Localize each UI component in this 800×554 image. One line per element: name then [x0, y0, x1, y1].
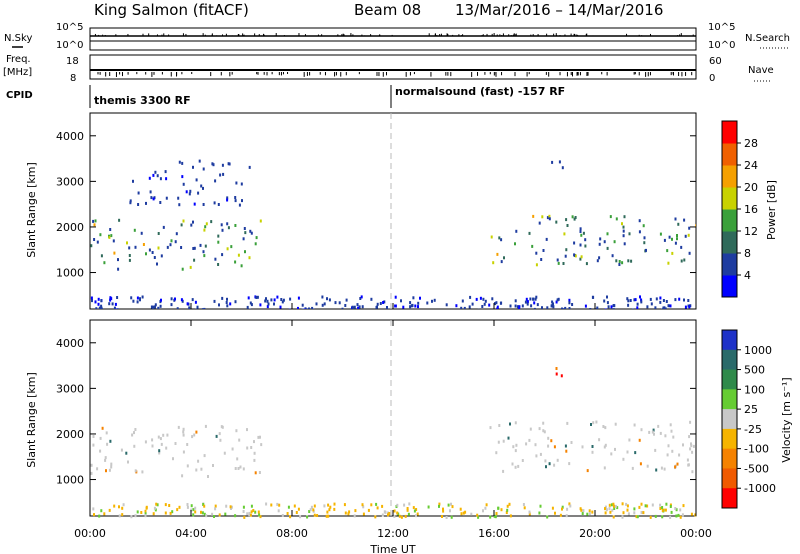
velocity-xtick-5: 20:00	[579, 527, 611, 540]
velocity-colorbar-tick-5: -100	[744, 443, 769, 456]
power-colorbar-swatch-3	[722, 209, 737, 232]
velocity-colorbar-swatch-4	[722, 409, 737, 430]
power-colorbar-swatch-4	[722, 187, 737, 210]
velocity-colorbar-tick-6: -500	[744, 462, 769, 475]
velocity-ytick-1: 2000	[56, 428, 84, 441]
power-colorbar-tick-6: 28	[744, 137, 758, 150]
velocity-colorbar-swatch-2	[722, 369, 737, 390]
velocity-colorbar-tick-4: -25	[744, 423, 762, 436]
velocity-colorbar-tick-0: 1000	[744, 344, 772, 357]
velocity-ytick-3: 4000	[56, 337, 84, 350]
nsky-tick-bottom: 10^0	[56, 40, 83, 51]
velocity-colorbar: 1000 500 100 25 -25 -100 -500 -1000	[721, 329, 776, 509]
velocity-colorbar-tick-2: 100	[744, 383, 765, 396]
velocity-xtick-0: 00:00	[74, 527, 106, 540]
power-colorbar-swatch-5	[722, 165, 737, 188]
power-colorbar-tick-2: 12	[744, 225, 758, 238]
power-colorbar-swatch-6	[722, 143, 737, 166]
nsky-panel	[89, 27, 697, 51]
velocity-colorbar-tick-3: 25	[744, 403, 758, 416]
power-ytick-3: 4000	[56, 130, 84, 143]
nave-tick-bottom: 0	[709, 73, 715, 84]
freq-panel	[89, 54, 697, 80]
velocity-colorbar-swatch-6	[722, 448, 737, 469]
freq-tick-top: 18	[66, 56, 79, 67]
beam-title: Beam 08	[354, 1, 421, 19]
cpid-label: CPID	[6, 90, 33, 101]
nsearch-tick-bottom: 10^0	[708, 40, 735, 51]
velocity-xtick-1: 04:00	[175, 527, 207, 540]
power-ytick-0: 1000	[56, 267, 84, 280]
velocity-panel: 1000 2000 3000 4000 00:00 04:00 08:00 12:00 16:…	[56, 319, 712, 540]
power-panel: 1000 2000 3000 4000	[56, 112, 697, 310]
velocity-xlabel: Time UT	[369, 543, 415, 554]
velocity-colorbar-tick-7: -1000	[744, 482, 776, 495]
cpid-segment-2: normalsound (fast) -157 RF	[395, 85, 565, 98]
velocity-ytick-2: 3000	[56, 382, 84, 395]
power-colorbar-label: Power [dB]	[765, 180, 778, 240]
velocity-colorbar-swatch-0	[722, 330, 737, 351]
nsky-tick-top: 10^5	[56, 22, 83, 33]
velocity-colorbar-swatch-7	[722, 468, 737, 489]
power-ytick-2: 3000	[56, 175, 84, 188]
freq-unit: [MHz]	[3, 67, 32, 78]
velocity-colorbar-label: Velocity [m s⁻¹]	[780, 377, 793, 462]
power-colorbar-tick-1: 8	[744, 247, 751, 260]
power-colorbar-tick-0: 4	[744, 269, 751, 282]
power-colorbar: 4 8 12 16 20 24 28	[721, 120, 758, 298]
nsearch-label: N.Search	[745, 33, 790, 44]
station-title: King Salmon (fitACF)	[94, 1, 249, 19]
velocity-colorbar-swatch-1	[722, 349, 737, 371]
nave-tick-top: 60	[709, 56, 722, 67]
velocity-xtick-3: 12:00	[377, 527, 409, 540]
velocity-ylabel: Slant Range [km]	[25, 372, 38, 468]
freq-tick-bottom: 8	[70, 73, 76, 84]
nsearch-tick-top: 10^5	[708, 22, 735, 33]
power-colorbar-swatch-7	[722, 121, 737, 144]
power-colorbar-tick-5: 24	[744, 159, 758, 172]
freq-label: Freq.	[6, 54, 31, 65]
cpid-segment-1: themis 3300 RF	[94, 94, 191, 107]
power-colorbar-tick-4: 20	[744, 181, 758, 194]
velocity-xtick-2: 08:00	[276, 527, 308, 540]
nave-label: Nave	[748, 65, 774, 76]
velocity-colorbar-swatch-8	[722, 488, 737, 509]
power-ylabel: Slant Range [km]	[25, 162, 38, 258]
date-range-title: 13/Mar/2016 – 14/Mar/2016	[455, 1, 663, 19]
power-colorbar-tick-3: 16	[744, 203, 758, 216]
power-ytick-1: 2000	[56, 221, 84, 234]
velocity-xtick-6: 00:00	[680, 527, 712, 540]
velocity-colorbar-swatch-5	[722, 428, 737, 450]
velocity-xtick-4: 16:00	[478, 527, 510, 540]
velocity-colorbar-swatch-3	[722, 389, 737, 410]
power-colorbar-swatch-0	[722, 275, 737, 298]
velocity-colorbar-tick-1: 500	[744, 364, 765, 377]
nsky-label: N.Sky	[4, 33, 32, 44]
power-colorbar-swatch-1	[722, 253, 737, 276]
power-colorbar-swatch-2	[722, 231, 737, 254]
velocity-ytick-0: 1000	[56, 474, 84, 487]
